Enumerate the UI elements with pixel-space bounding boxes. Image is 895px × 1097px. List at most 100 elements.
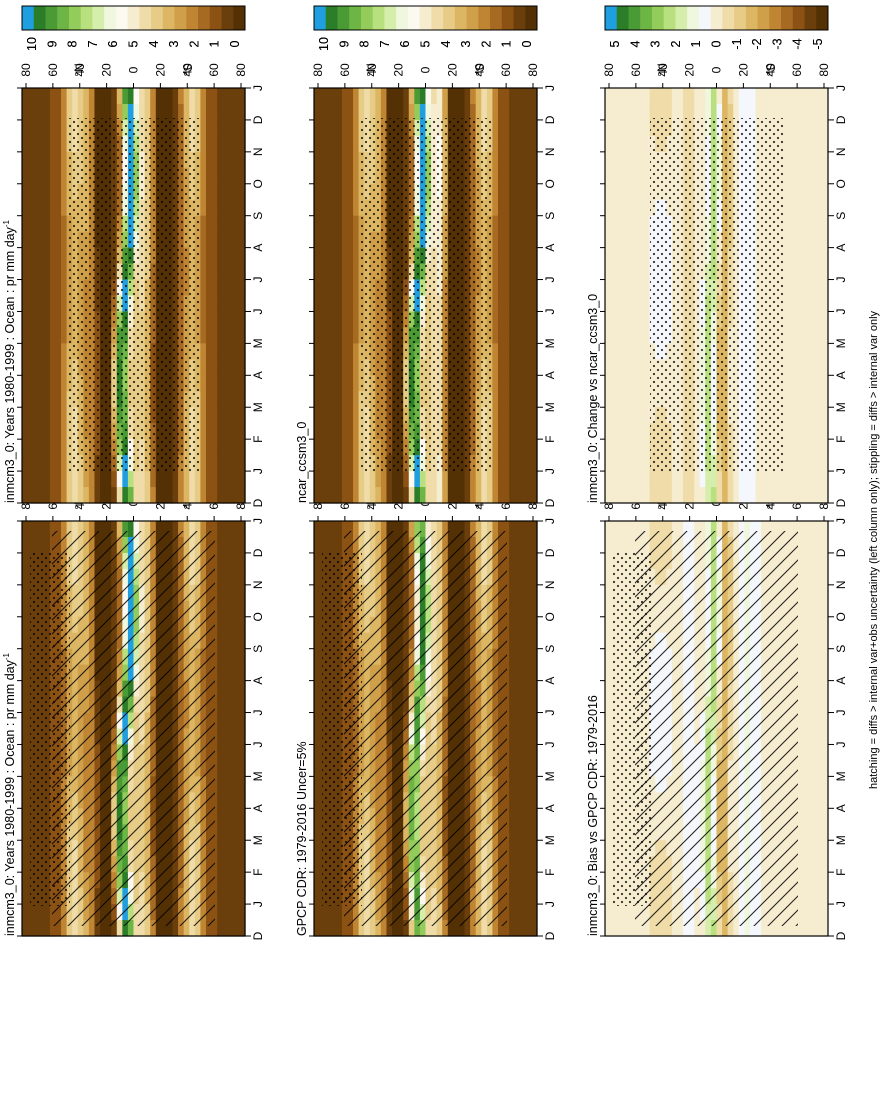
heatmap-cell bbox=[222, 712, 229, 730]
heatmap-cell bbox=[228, 536, 235, 554]
heatmap-cell bbox=[222, 88, 229, 105]
heatmap-cell bbox=[44, 471, 51, 488]
heatmap-cell bbox=[319, 119, 326, 137]
heatmap-cell bbox=[503, 521, 510, 538]
heatmap-cell bbox=[621, 521, 628, 538]
heatmap-cell bbox=[347, 375, 354, 392]
heatmap-cell bbox=[55, 103, 62, 121]
heatmap-cell bbox=[49, 920, 57, 937]
heatmap-cell bbox=[497, 279, 505, 297]
colorbar-swatch bbox=[478, 6, 491, 30]
heatmap-cell bbox=[38, 487, 45, 504]
colorbar-swatch bbox=[209, 6, 222, 30]
heatmap-cell bbox=[481, 521, 488, 538]
heatmap-cell bbox=[217, 183, 224, 201]
heatmap-cell bbox=[386, 920, 393, 937]
heatmap-cell bbox=[392, 487, 399, 504]
heatmap-cell bbox=[33, 183, 40, 201]
heatmap-cell bbox=[222, 135, 229, 153]
heatmap-cell bbox=[33, 920, 40, 937]
heatmap-cell bbox=[610, 904, 617, 921]
heatmap-cell bbox=[233, 776, 241, 793]
heatmap-cell bbox=[44, 375, 51, 392]
heatmap-cell bbox=[116, 920, 123, 937]
heatmap-cell bbox=[531, 584, 538, 602]
heatmap-cell bbox=[139, 920, 146, 937]
heatmap-cell bbox=[44, 247, 51, 265]
heatmap-cell bbox=[144, 920, 151, 937]
heatmap-cell bbox=[49, 88, 57, 105]
heatmap-cell bbox=[655, 920, 662, 937]
colorbar-swatch bbox=[115, 6, 129, 30]
heatmap-cell bbox=[314, 568, 321, 586]
heatmap-cell bbox=[122, 103, 129, 121]
heatmap-cell bbox=[325, 167, 332, 185]
panel-3: DJFMAMJJASONDJ80604020020406080°N°SGPCP … bbox=[295, 5, 557, 940]
month-tick-label: M bbox=[543, 402, 557, 412]
heatmap-cell bbox=[33, 135, 40, 153]
heatmap-cell bbox=[239, 904, 246, 921]
heatmap-cell bbox=[22, 648, 29, 666]
heatmap-cell bbox=[525, 744, 533, 762]
heatmap-cell bbox=[531, 279, 538, 297]
heatmap-cell bbox=[200, 247, 207, 265]
heatmap-cell bbox=[49, 327, 57, 344]
heatmap-cell bbox=[475, 471, 482, 488]
heatmap-cell bbox=[217, 824, 224, 841]
heatmap-cell bbox=[531, 616, 538, 634]
heatmap-cell bbox=[671, 521, 679, 538]
heatmap-cell bbox=[122, 88, 129, 105]
heatmap-cell bbox=[425, 88, 432, 105]
heatmap-cell bbox=[330, 407, 337, 424]
heatmap-cell bbox=[38, 167, 45, 185]
heatmap-cell bbox=[233, 423, 241, 440]
heatmap-cell bbox=[44, 904, 51, 921]
colorbar-swatch bbox=[490, 6, 503, 30]
colorbar-swatch bbox=[139, 6, 152, 30]
heatmap-cell bbox=[217, 536, 224, 554]
colorbar-label: 6 bbox=[398, 40, 412, 47]
stippling-overlay bbox=[30, 551, 70, 906]
heatmap-cell bbox=[189, 103, 196, 121]
heatmap-cell bbox=[233, 247, 241, 265]
heatmap-cell bbox=[222, 600, 229, 618]
heatmap-cell bbox=[49, 279, 57, 297]
heatmap-cell bbox=[217, 407, 224, 424]
heatmap-cell bbox=[61, 279, 68, 297]
heatmap-cell bbox=[616, 521, 623, 538]
heatmap-cell bbox=[531, 728, 538, 746]
heatmap-cell bbox=[155, 521, 162, 538]
heatmap-cell bbox=[509, 407, 516, 424]
heatmap-cell bbox=[520, 471, 527, 488]
heatmap-cell bbox=[694, 920, 701, 937]
heatmap-cell bbox=[228, 584, 235, 602]
heatmap-cell bbox=[22, 279, 29, 297]
lat-unit-south: °S bbox=[181, 64, 195, 77]
heatmap-cell bbox=[222, 279, 229, 297]
heatmap-cell bbox=[436, 103, 443, 121]
heatmap-cell bbox=[408, 920, 415, 937]
heatmap-cell bbox=[314, 151, 321, 169]
colorbar-label: 1 bbox=[208, 40, 222, 47]
month-tick-label: M bbox=[251, 835, 265, 845]
heatmap-cell bbox=[172, 103, 179, 121]
heatmap-cell bbox=[222, 103, 229, 121]
heatmap-cell bbox=[425, 920, 432, 937]
heatmap-cell bbox=[325, 183, 332, 201]
heatmap-cell bbox=[205, 103, 213, 121]
heatmap-cell bbox=[239, 600, 246, 618]
heatmap-cell bbox=[358, 487, 365, 504]
colorbar-swatch bbox=[396, 6, 409, 30]
heatmap-cell bbox=[44, 135, 51, 153]
heatmap-cell bbox=[189, 88, 196, 105]
heatmap-cell bbox=[358, 471, 365, 488]
heatmap-cell bbox=[55, 183, 62, 201]
heatmap-cell bbox=[353, 439, 360, 456]
heatmap-cell bbox=[336, 151, 343, 169]
heatmap-cell bbox=[453, 471, 460, 488]
heatmap-cell bbox=[38, 423, 45, 440]
heatmap-cell bbox=[605, 552, 612, 570]
heatmap-cell bbox=[447, 88, 454, 105]
heatmap-cell bbox=[200, 88, 207, 105]
heatmap-cell bbox=[233, 808, 241, 825]
